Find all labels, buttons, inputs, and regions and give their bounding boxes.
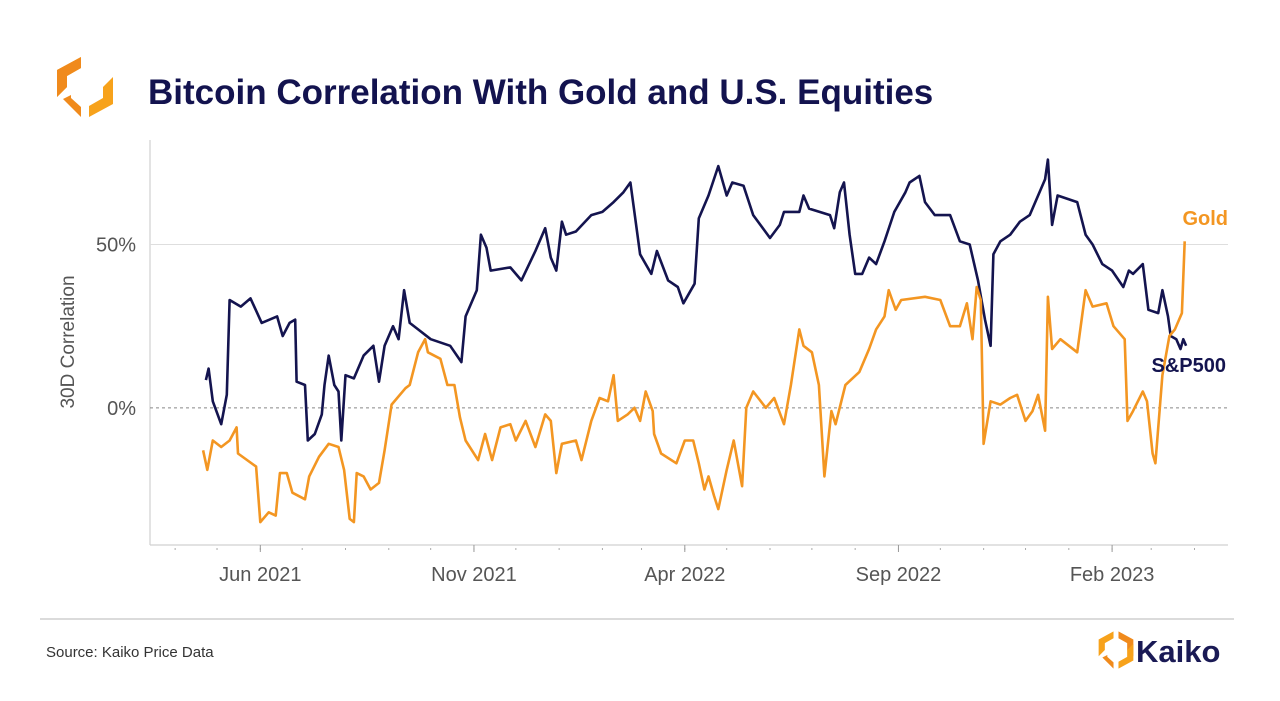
axes: 0% 50% Jun 2021 Nov 2021 Apr 2022 Sep 2022 Feb… <box>96 140 1228 586</box>
x-tick-label: Apr 2022 <box>644 564 725 586</box>
y-tick-label: 50% <box>96 235 136 257</box>
legend-label-sp500: S&P500 <box>1152 355 1227 377</box>
source-note: Source: Kaiko Price Data <box>46 644 214 661</box>
footer-kaiko-logo-icon <box>1098 631 1134 669</box>
y-axis-label: 30D Correlation <box>58 275 79 408</box>
x-tick-label: Jun 2021 <box>219 564 301 586</box>
brand-name: Kaiko <box>1136 634 1220 669</box>
x-tick-label: Feb 2023 <box>1070 564 1155 586</box>
x-tick-label: Sep 2022 <box>856 564 942 586</box>
series-group <box>201 158 1188 524</box>
legend-label-gold: Gold <box>1182 208 1228 230</box>
y-tick-label: 0% <box>107 398 136 420</box>
chart-title: Bitcoin Correlation With Gold and U.S. E… <box>148 73 933 112</box>
series-line-sp500 <box>204 158 1188 442</box>
series-line-gold <box>201 241 1186 524</box>
x-tick-label: Nov 2021 <box>431 564 517 586</box>
kaiko-logo-icon <box>57 57 113 117</box>
